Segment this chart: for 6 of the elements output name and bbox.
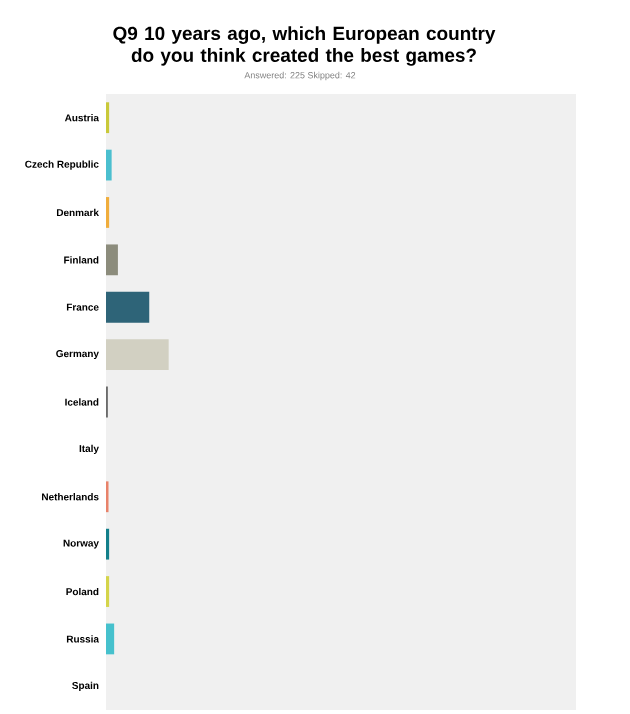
bar — [106, 339, 169, 371]
bar — [106, 291, 150, 323]
bar — [106, 244, 118, 276]
bar — [106, 149, 112, 181]
bar — [106, 623, 115, 655]
text: Q9 10 years ago, which European country do you think created the best games? — [113, 26, 496, 66]
